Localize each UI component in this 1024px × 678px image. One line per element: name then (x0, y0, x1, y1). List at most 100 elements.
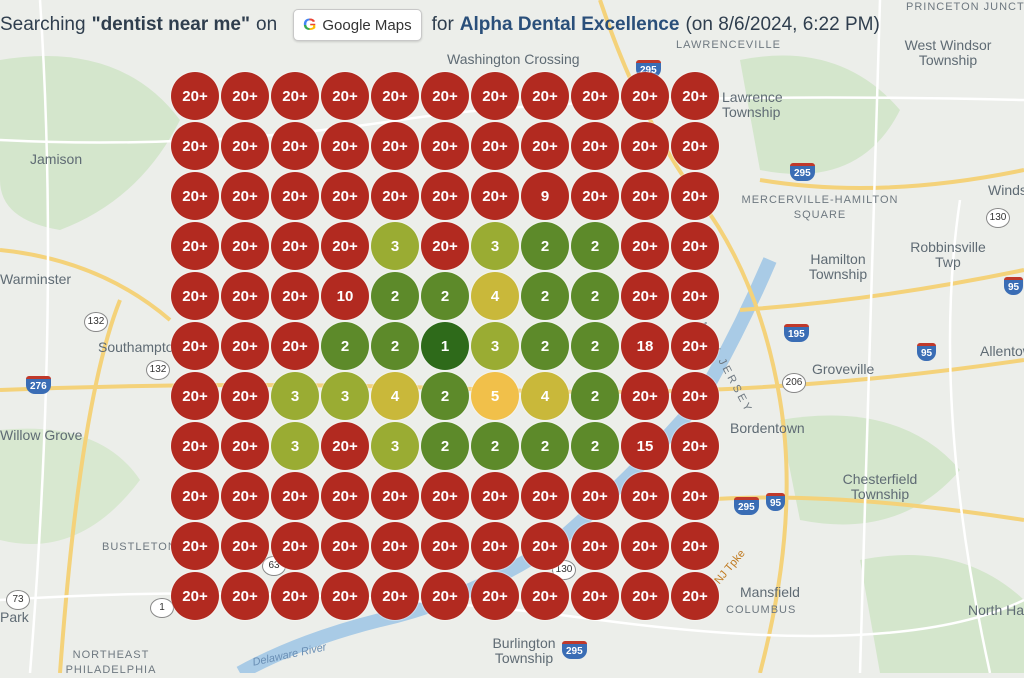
rank-pin[interactable]: 2 (521, 422, 569, 470)
rank-pin[interactable]: 20+ (321, 172, 369, 220)
rank-pin[interactable]: 20+ (621, 272, 669, 320)
rank-pin[interactable]: 20+ (371, 172, 419, 220)
rank-pin[interactable]: 20+ (271, 472, 319, 520)
rank-pin[interactable]: 3 (471, 322, 519, 370)
rank-pin[interactable]: 20+ (321, 222, 369, 270)
rank-pin[interactable]: 20+ (171, 322, 219, 370)
rank-pin[interactable]: 20+ (221, 422, 269, 470)
rank-pin[interactable]: 20+ (471, 122, 519, 170)
rank-pin[interactable]: 20+ (421, 222, 469, 270)
rank-pin[interactable]: 20+ (621, 222, 669, 270)
rank-pin[interactable]: 3 (471, 222, 519, 270)
rank-pin[interactable]: 20+ (271, 572, 319, 620)
rank-pin[interactable]: 20+ (671, 472, 719, 520)
rank-pin[interactable]: 20+ (671, 222, 719, 270)
rank-pin[interactable]: 18 (621, 322, 669, 370)
rank-pin[interactable]: 2 (571, 272, 619, 320)
rank-pin[interactable]: 20+ (321, 72, 369, 120)
rank-pin[interactable]: 20+ (221, 322, 269, 370)
rank-pin[interactable]: 20+ (671, 272, 719, 320)
rank-pin[interactable]: 20+ (521, 72, 569, 120)
rank-pin[interactable]: 20+ (571, 522, 619, 570)
rank-pin[interactable]: 2 (571, 222, 619, 270)
rank-pin[interactable]: 20+ (171, 422, 219, 470)
rank-pin[interactable]: 20+ (371, 472, 419, 520)
rank-pin[interactable]: 20+ (571, 172, 619, 220)
rank-pin[interactable]: 20+ (171, 222, 219, 270)
rank-pin[interactable]: 20+ (471, 72, 519, 120)
rank-pin[interactable]: 20+ (671, 572, 719, 620)
rank-pin[interactable]: 20+ (621, 472, 669, 520)
rank-pin[interactable]: 20+ (321, 122, 369, 170)
rank-pin[interactable]: 1 (421, 322, 469, 370)
rank-pin[interactable]: 20+ (221, 122, 269, 170)
rank-pin[interactable]: 20+ (271, 72, 319, 120)
rank-pin[interactable]: 3 (371, 422, 419, 470)
rank-pin[interactable]: 20+ (521, 122, 569, 170)
rank-pin[interactable]: 20+ (671, 372, 719, 420)
rank-pin[interactable]: 20+ (421, 72, 469, 120)
rank-pin[interactable]: 2 (521, 222, 569, 270)
rank-pin[interactable]: 20+ (271, 272, 319, 320)
rank-pin[interactable]: 2 (571, 372, 619, 420)
rank-pin[interactable]: 5 (471, 372, 519, 420)
rank-pin[interactable]: 20+ (421, 572, 469, 620)
rank-pin[interactable]: 20+ (621, 572, 669, 620)
rank-pin[interactable]: 10 (321, 272, 369, 320)
rank-pin[interactable]: 20+ (621, 522, 669, 570)
rank-pin[interactable]: 2 (421, 422, 469, 470)
rank-pin[interactable]: 20+ (621, 372, 669, 420)
rank-pin[interactable]: 20+ (221, 172, 269, 220)
rank-pin[interactable]: 20+ (671, 172, 719, 220)
rank-pin[interactable]: 20+ (171, 522, 219, 570)
rank-pin[interactable]: 20+ (221, 272, 269, 320)
rank-pin[interactable]: 20+ (171, 572, 219, 620)
rank-pin[interactable]: 20+ (221, 222, 269, 270)
rank-pin[interactable]: 20+ (171, 172, 219, 220)
rank-pin[interactable]: 2 (471, 422, 519, 470)
rank-pin[interactable]: 20+ (171, 472, 219, 520)
rank-pin[interactable]: 20+ (571, 472, 619, 520)
rank-pin[interactable]: 2 (371, 272, 419, 320)
rank-pin[interactable]: 3 (371, 222, 419, 270)
rank-pin[interactable]: 20+ (421, 472, 469, 520)
rank-pin[interactable]: 20+ (221, 372, 269, 420)
rank-pin[interactable]: 4 (521, 372, 569, 420)
rank-pin[interactable]: 20+ (171, 372, 219, 420)
rank-pin[interactable]: 20+ (371, 572, 419, 620)
rank-pin[interactable]: 20+ (371, 122, 419, 170)
rank-pin[interactable]: 20+ (521, 472, 569, 520)
rank-pin[interactable]: 20+ (171, 272, 219, 320)
rank-pin[interactable]: 20+ (421, 122, 469, 170)
rank-pin[interactable]: 20+ (671, 522, 719, 570)
rank-pin[interactable]: 2 (521, 322, 569, 370)
rank-pin[interactable]: 20+ (221, 572, 269, 620)
rank-pin[interactable]: 20+ (421, 172, 469, 220)
rank-pin[interactable]: 20+ (621, 122, 669, 170)
rank-pin[interactable]: 2 (571, 422, 619, 470)
rank-pin[interactable]: 20+ (321, 472, 369, 520)
rank-pin[interactable]: 20+ (321, 422, 369, 470)
rank-pin[interactable]: 20+ (671, 72, 719, 120)
rank-pin[interactable]: 20+ (321, 572, 369, 620)
rank-pin[interactable]: 20+ (321, 522, 369, 570)
rank-pin[interactable]: 2 (571, 322, 619, 370)
rank-pin[interactable]: 20+ (171, 122, 219, 170)
rank-pin[interactable]: 4 (471, 272, 519, 320)
rank-pin[interactable]: 20+ (221, 522, 269, 570)
google-maps-badge[interactable]: G Google Maps (293, 9, 422, 41)
rank-pin[interactable]: 20+ (621, 72, 669, 120)
rank-pin[interactable]: 20+ (471, 172, 519, 220)
rank-pin[interactable]: 15 (621, 422, 669, 470)
rank-pin[interactable]: 20+ (671, 422, 719, 470)
rank-pin[interactable]: 20+ (571, 72, 619, 120)
rank-pin[interactable]: 20+ (271, 222, 319, 270)
rank-pin[interactable]: 20+ (371, 72, 419, 120)
rank-pin[interactable]: 2 (371, 322, 419, 370)
rank-pin[interactable]: 20+ (471, 472, 519, 520)
rank-pin[interactable]: 2 (421, 272, 469, 320)
rank-pin[interactable]: 20+ (271, 172, 319, 220)
rank-pin[interactable]: 4 (371, 372, 419, 420)
rank-pin[interactable]: 20+ (221, 472, 269, 520)
rank-pin[interactable]: 20+ (671, 122, 719, 170)
